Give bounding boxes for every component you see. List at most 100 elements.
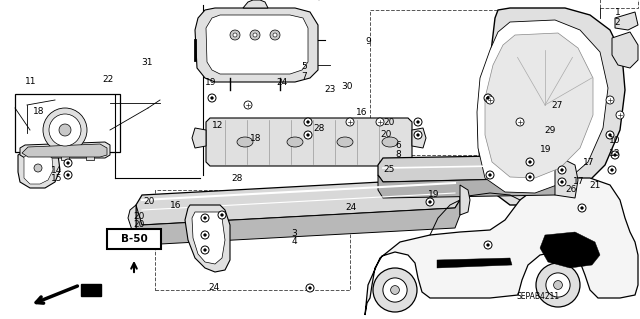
- Circle shape: [221, 214, 223, 216]
- Text: 20: 20: [383, 118, 395, 127]
- Polygon shape: [243, 0, 268, 8]
- Polygon shape: [192, 128, 206, 148]
- Text: 13: 13: [609, 149, 620, 158]
- Circle shape: [34, 164, 42, 172]
- Circle shape: [304, 118, 312, 126]
- Circle shape: [244, 101, 252, 109]
- Bar: [600, 0, 638, 8]
- Circle shape: [609, 134, 611, 137]
- Text: SEPAB4211: SEPAB4211: [516, 292, 559, 300]
- Circle shape: [270, 30, 280, 40]
- Circle shape: [383, 278, 407, 302]
- Polygon shape: [460, 185, 470, 215]
- Text: 11: 11: [25, 77, 36, 86]
- Text: 31: 31: [141, 58, 153, 67]
- Text: 20: 20: [143, 197, 155, 206]
- Circle shape: [561, 181, 563, 183]
- Circle shape: [306, 284, 314, 292]
- Circle shape: [253, 33, 257, 37]
- Polygon shape: [555, 155, 578, 198]
- Text: 1: 1: [615, 8, 620, 17]
- Circle shape: [526, 173, 534, 181]
- Polygon shape: [195, 8, 318, 82]
- Text: 16: 16: [170, 201, 182, 210]
- Polygon shape: [378, 172, 560, 198]
- Bar: [15, 94, 120, 152]
- Circle shape: [526, 158, 534, 166]
- Circle shape: [208, 94, 216, 102]
- Polygon shape: [136, 178, 460, 225]
- Circle shape: [417, 121, 419, 123]
- Text: 19: 19: [428, 190, 440, 199]
- Circle shape: [308, 286, 312, 289]
- Circle shape: [376, 118, 384, 126]
- Polygon shape: [540, 232, 600, 268]
- Text: 22: 22: [102, 75, 113, 84]
- Circle shape: [67, 162, 69, 164]
- Circle shape: [417, 134, 419, 137]
- Text: 20: 20: [134, 220, 145, 229]
- Circle shape: [546, 273, 570, 297]
- Text: 30: 30: [342, 82, 353, 91]
- Circle shape: [43, 108, 87, 152]
- Text: 28: 28: [231, 174, 243, 183]
- Text: 23: 23: [324, 85, 335, 94]
- Circle shape: [616, 111, 624, 119]
- Polygon shape: [206, 15, 308, 74]
- Circle shape: [273, 33, 277, 37]
- Polygon shape: [20, 142, 110, 158]
- Polygon shape: [22, 144, 107, 157]
- Polygon shape: [615, 12, 638, 30]
- Circle shape: [201, 231, 209, 239]
- Circle shape: [390, 286, 399, 294]
- Text: 19: 19: [540, 145, 552, 154]
- Circle shape: [608, 166, 616, 174]
- Polygon shape: [437, 258, 512, 268]
- Circle shape: [201, 246, 209, 254]
- Bar: [370, 10, 575, 155]
- Circle shape: [529, 160, 531, 163]
- Text: 12: 12: [212, 121, 223, 130]
- Text: 27: 27: [551, 101, 563, 110]
- Circle shape: [49, 114, 81, 146]
- Polygon shape: [192, 212, 225, 264]
- Circle shape: [414, 131, 422, 139]
- Text: 8: 8: [396, 150, 401, 159]
- Circle shape: [536, 263, 580, 307]
- Circle shape: [218, 211, 226, 219]
- Circle shape: [554, 281, 563, 289]
- Text: 17: 17: [583, 158, 595, 167]
- Circle shape: [529, 175, 531, 178]
- Circle shape: [211, 97, 213, 100]
- Circle shape: [429, 201, 431, 204]
- Ellipse shape: [287, 137, 303, 147]
- FancyBboxPatch shape: [107, 229, 161, 249]
- Circle shape: [558, 166, 566, 174]
- Text: 4: 4: [292, 237, 297, 246]
- Text: 24: 24: [276, 78, 287, 87]
- Text: 20: 20: [134, 212, 145, 221]
- Circle shape: [486, 97, 490, 100]
- Text: 21: 21: [589, 181, 601, 189]
- Circle shape: [488, 174, 492, 176]
- Polygon shape: [185, 205, 230, 272]
- Ellipse shape: [237, 137, 253, 147]
- Circle shape: [230, 30, 240, 40]
- Circle shape: [484, 94, 492, 102]
- Circle shape: [64, 159, 72, 167]
- Text: 18: 18: [33, 107, 44, 116]
- Circle shape: [414, 118, 422, 126]
- Polygon shape: [378, 155, 560, 182]
- Text: 10: 10: [609, 136, 620, 145]
- Text: 6: 6: [396, 141, 401, 150]
- Circle shape: [580, 207, 584, 209]
- Circle shape: [307, 121, 309, 123]
- Polygon shape: [136, 200, 460, 245]
- Polygon shape: [612, 32, 638, 68]
- Circle shape: [606, 96, 614, 104]
- Polygon shape: [412, 128, 426, 148]
- Circle shape: [59, 124, 71, 136]
- Text: 5: 5: [301, 63, 307, 71]
- Text: 29: 29: [545, 126, 556, 135]
- Circle shape: [561, 169, 563, 171]
